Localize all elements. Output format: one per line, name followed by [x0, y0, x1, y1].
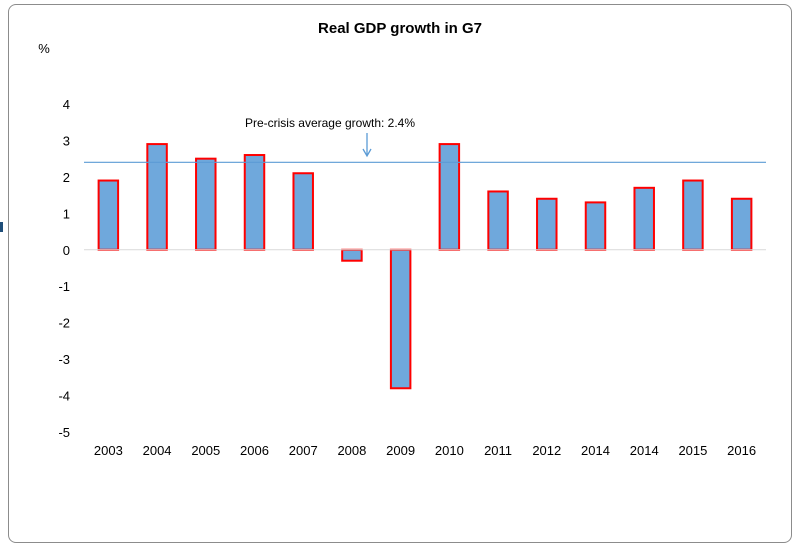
x-tick-label: 2008 [337, 443, 366, 458]
y-tick-label: -4 [58, 389, 70, 404]
x-axis-ticks: 2003 2004 2005 2006 2007 2008 2009 2010 2011 2012… [94, 443, 756, 458]
bar-2003 [97, 179, 120, 251]
y-tick-label: -1 [58, 279, 70, 294]
bar-2014 [633, 186, 655, 251]
x-tick-label: 2006 [240, 443, 269, 458]
x-tick-label: 2010 [435, 443, 464, 458]
reference-line-label: Pre-crisis average growth: 2.4% [245, 116, 415, 130]
y-axis-unit-label: % [38, 41, 50, 56]
y-tick-label: -5 [58, 425, 70, 440]
x-tick-label: 2015 [678, 443, 707, 458]
edge-marker [0, 222, 3, 232]
bar-2016 [730, 197, 753, 251]
bar-2010 [438, 143, 461, 251]
y-tick-label: -2 [58, 316, 70, 331]
y-tick-label: 1 [63, 206, 70, 221]
bar-2012 [536, 197, 558, 251]
bar-2008 [341, 248, 363, 262]
arrow-head [362, 148, 372, 158]
y-tick-label: -3 [58, 352, 70, 367]
y-tick-label: 4 [63, 97, 70, 112]
x-tick-label: 2011 [484, 443, 512, 458]
x-tick-label: 2005 [191, 443, 220, 458]
reference-arrow-icon [362, 133, 372, 158]
y-tick-label: 2 [63, 170, 70, 185]
y-tick-label: 0 [63, 243, 70, 258]
bar-2014 [584, 201, 607, 251]
bar-2004 [146, 143, 168, 251]
x-tick-label: 2004 [143, 443, 172, 458]
bar-2011 [487, 190, 509, 251]
y-tick-label: 3 [63, 133, 70, 148]
x-tick-label: 2009 [386, 443, 415, 458]
bars [97, 143, 753, 390]
bar-2009 [389, 248, 412, 390]
x-tick-label: 2014 [581, 443, 610, 458]
chart-title: Real GDP growth in G7 [318, 20, 482, 37]
bar-2005 [195, 157, 217, 251]
x-tick-label: 2007 [289, 443, 318, 458]
x-tick-label: 2016 [727, 443, 756, 458]
y-axis-ticks: 4 3 2 1 0 -1 -2 -3 -4 -5 [58, 97, 70, 440]
x-tick-label: 2014 [630, 443, 659, 458]
bar-2007 [292, 172, 314, 251]
bar-2006 [243, 154, 266, 251]
x-tick-label: 2012 [532, 443, 561, 458]
bar-2015 [682, 179, 704, 251]
x-tick-label: 2003 [94, 443, 123, 458]
